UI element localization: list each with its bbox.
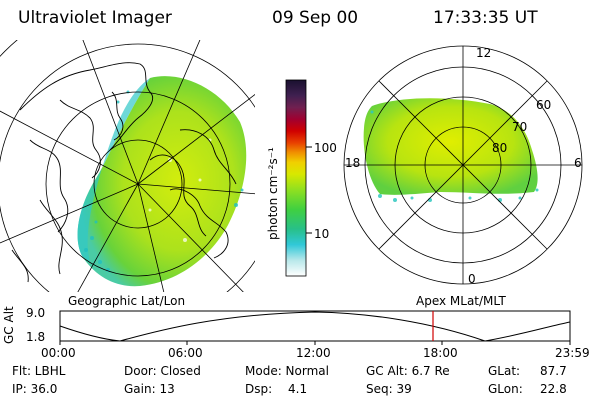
glat-value: 87.7 [540,364,567,378]
door-info: Door: Closed [124,364,201,378]
time-tick-2359: 23:59 [555,346,590,360]
altitude-tick-min: 1.8 [26,330,46,344]
time-tick-0000: 00:00 [41,346,76,360]
altitude-plot [59,310,571,345]
gain-info: Gain: 13 [124,382,175,396]
colorbar-tick-100: 100 [314,141,337,155]
mlat-label-60: 60 [536,98,552,112]
time-tick-1200: 12:00 [296,346,331,360]
dsp-value: 4.1 [288,382,308,396]
altitude-tick-max: 9.0 [26,306,46,320]
magnetic-polar-plot [343,45,583,285]
mlat-label-80: 80 [492,141,508,155]
geographic-panel-label: Geographic Lat/Lon [68,294,186,308]
colorbar-tick-10: 10 [314,227,330,241]
mlt-label-12: 12 [476,46,492,60]
glon-label: GLon: [488,382,523,396]
dsp-label: Dsp: [245,382,273,396]
time-tick-0600: 06:00 [168,346,203,360]
altitude-axis-label: GC Alt [2,306,16,344]
mlt-label-6: 6 [574,156,582,170]
geographic-map [0,40,255,292]
mode-info: Mode: Normal [245,364,329,378]
observation-date: 09 Sep 00 [272,8,359,28]
colorbar [285,79,312,277]
time-tick-1800: 18:00 [423,346,458,360]
altitude-curve [59,311,571,342]
mlt-label-0: 0 [468,272,476,286]
filter-info: Flt: LBHL [12,364,66,378]
glat-label: GLat: [488,364,521,378]
ip-info: IP: 36.0 [12,382,58,396]
colorbar-unit-label: photon cm⁻²s⁻¹ [266,147,280,240]
observation-time: 17:33:35 UT [433,8,538,28]
gc-alt-info: GC Alt: 6.7 Re [366,364,450,378]
mlat-label-70: 70 [512,120,528,134]
mlt-label-18: 18 [345,156,361,170]
aurora-emission-geographic [77,76,247,287]
instrument-title: Ultraviolet Imager [18,8,172,28]
magnetic-panel-label: Apex MLat/MLT [416,294,506,308]
aurora-emission-magnetic [363,98,538,195]
glon-value: 22.8 [540,382,567,396]
seq-info: Seq: 39 [366,382,412,396]
